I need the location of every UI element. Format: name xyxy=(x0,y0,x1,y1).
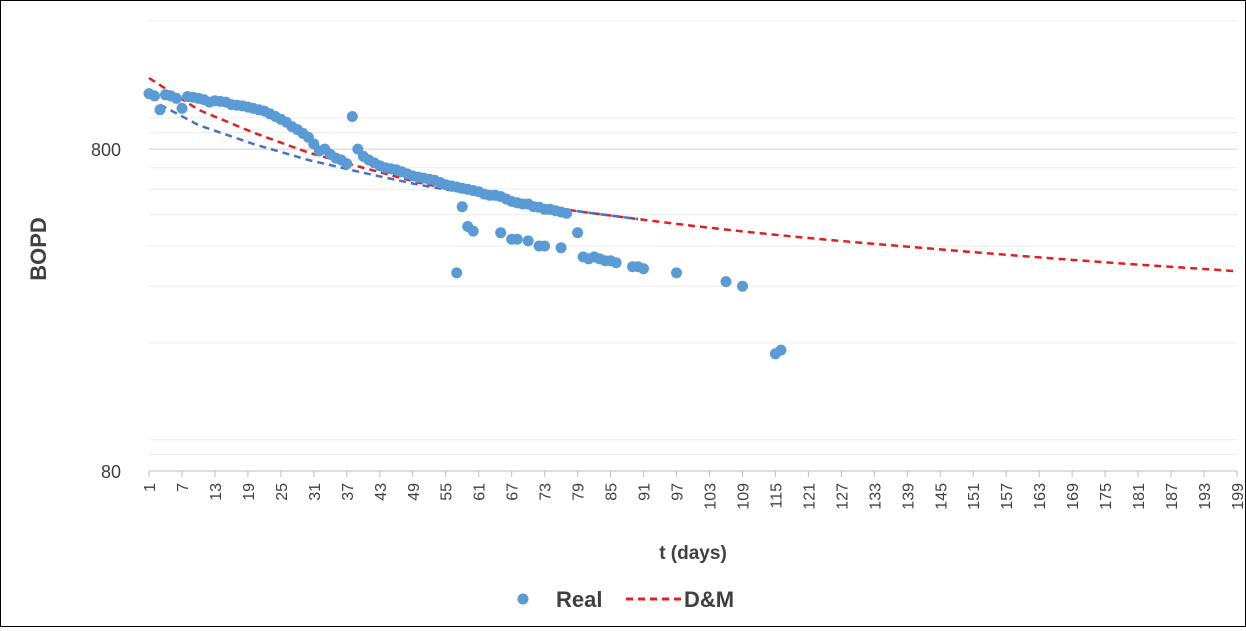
real-data-point xyxy=(737,280,748,292)
x-tick-label: 127 xyxy=(834,483,851,510)
real-data-point xyxy=(775,344,787,356)
x-tick-label: 31 xyxy=(307,483,324,501)
x-tick-label: 181 xyxy=(1131,483,1148,510)
x-tick-label: 163 xyxy=(1032,483,1049,510)
real-data-point xyxy=(346,111,358,122)
x-tick-label: 187 xyxy=(1164,483,1181,510)
x-tick-label: 139 xyxy=(900,483,917,510)
x-tick-label: 79 xyxy=(571,483,588,501)
real-data-point xyxy=(610,257,622,269)
real-data-point xyxy=(555,242,567,254)
x-tick-label: 7 xyxy=(175,483,192,492)
real-data-point xyxy=(561,207,573,219)
x-tick-label: 55 xyxy=(439,483,456,501)
real-data-point xyxy=(456,201,468,213)
x-tick-label: 133 xyxy=(867,483,884,510)
x-tick-label: 193 xyxy=(1197,483,1214,510)
x-tick-label: 85 xyxy=(604,483,621,501)
x-tick-label: 175 xyxy=(1098,483,1115,510)
x-tick-label: 169 xyxy=(1065,483,1082,510)
x-tick-label: 1 xyxy=(142,483,159,492)
x-tick-label: 73 xyxy=(538,483,555,501)
y-tick-label: 800 xyxy=(91,140,121,160)
x-axis-ticks: 1 7 13 19 25 31 37 43 49 55 61 67 73 79 85 91 97 103 109 11… xyxy=(142,471,1246,510)
x-tick-label: 199 xyxy=(1230,483,1245,510)
x-tick-label: 61 xyxy=(472,483,489,501)
real-data-point xyxy=(720,276,732,288)
x-tick-label: 121 xyxy=(801,483,818,510)
real-data-point xyxy=(522,235,534,247)
x-tick-label: 157 xyxy=(999,483,1016,510)
legend-real-label: Real xyxy=(556,587,602,612)
x-tick-label: 43 xyxy=(373,483,390,501)
legend-dm-label: D&M xyxy=(684,587,734,612)
real-data-point xyxy=(539,240,551,252)
x-tick-label: 145 xyxy=(933,483,950,510)
real-data-point xyxy=(149,90,160,102)
x-tick-label: 151 xyxy=(966,483,983,510)
real-data-point xyxy=(341,158,353,170)
y-axis-label: BOPD xyxy=(26,217,51,281)
real-data-point xyxy=(671,267,682,279)
x-tick-label: 19 xyxy=(241,483,258,501)
real-data-point xyxy=(511,233,523,245)
real-data-point xyxy=(572,227,584,239)
x-tick-label: 49 xyxy=(406,483,423,501)
x-tick-label: 115 xyxy=(768,483,785,509)
real-data-point xyxy=(451,267,463,279)
x-tick-label: 67 xyxy=(505,483,522,501)
real-data-point xyxy=(638,263,649,275)
legend-real-marker xyxy=(517,593,529,605)
gridlines xyxy=(149,20,1237,472)
legend: Real D&M xyxy=(517,587,734,612)
y-tick-label: 80 xyxy=(101,462,121,482)
series-layer xyxy=(143,76,1238,360)
real-data-point xyxy=(495,227,507,239)
x-tick-label: 97 xyxy=(670,483,687,501)
real-data-point xyxy=(467,225,479,237)
series-fit-line xyxy=(159,103,639,221)
x-axis-label: t (days) xyxy=(659,543,727,564)
x-tick-label: 25 xyxy=(274,483,291,501)
x-tick-label: 13 xyxy=(208,483,225,501)
real-data-point xyxy=(171,92,182,104)
real-data-point xyxy=(154,104,166,116)
series-dm-line xyxy=(148,76,1238,273)
x-tick-label: 103 xyxy=(702,483,719,510)
x-tick-label: 37 xyxy=(340,483,357,501)
real-data-point xyxy=(176,102,188,114)
x-tick-label: 91 xyxy=(637,483,654,501)
x-tick-label: 109 xyxy=(735,483,752,510)
y-axis-ticks: 800 80 xyxy=(91,140,121,482)
